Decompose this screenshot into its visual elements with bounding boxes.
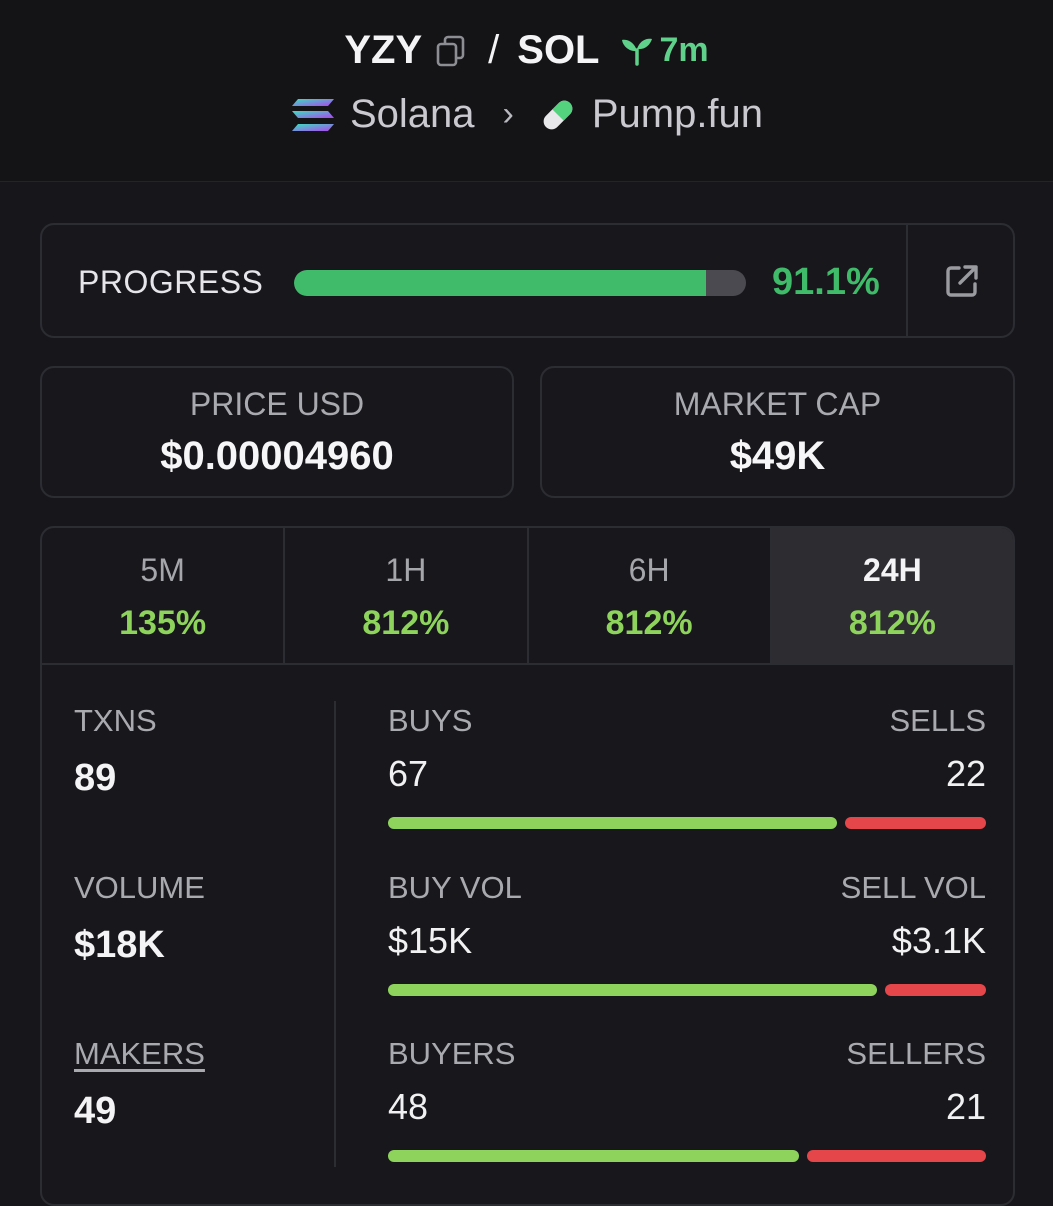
txns-metric: TXNS 89: [74, 703, 157, 800]
buy-bar: [388, 817, 837, 829]
progress-divider: [906, 225, 908, 336]
progress-bar: [294, 270, 746, 296]
buy-bar: [388, 1150, 799, 1162]
chevron-right-icon: ›: [502, 95, 514, 133]
copy-icon[interactable]: [436, 35, 466, 67]
pair-header: YZY / SOL 7m Solana › Pump.fun: [0, 0, 1053, 182]
volume-split: BUY VOL SELL VOL $15K $3.1K: [388, 870, 986, 996]
pair-age-text: 7m: [659, 31, 709, 69]
price-usd-label: PRICE USD: [189, 386, 365, 422]
buy-bar: [388, 984, 877, 996]
sell-bar: [845, 817, 986, 829]
price-usd-card: PRICE USD $0.00004960: [40, 366, 514, 498]
txns-ratio-bar: [388, 817, 986, 829]
column-divider: [334, 701, 336, 1167]
market-cap-label: MARKET CAP: [673, 386, 882, 422]
market-cap-card: MARKET CAP $49K: [540, 366, 1015, 498]
pair-slash: /: [488, 28, 500, 72]
tab-label: 1H: [385, 552, 427, 588]
tab-6h[interactable]: 6H 812%: [529, 528, 772, 663]
market-cap-value: $49K: [729, 434, 826, 478]
volume-value: $18K: [74, 924, 165, 966]
makers-link[interactable]: MAKERS: [74, 1036, 205, 1071]
dex-link[interactable]: Pump.fun: [591, 92, 764, 136]
txns-label: TXNS: [74, 703, 157, 738]
sell-bar: [885, 984, 986, 996]
price-usd-value: $0.00004960: [160, 434, 394, 478]
tab-change: 812%: [362, 604, 450, 642]
sell-vol-label: SELL VOL: [840, 870, 986, 905]
tab-24h[interactable]: 24H 812%: [771, 528, 1013, 663]
txns-value: 89: [74, 757, 117, 799]
tab-label: 5M: [140, 552, 185, 588]
buyers-value: 48: [388, 1086, 429, 1127]
pair-breadcrumb: Solana › Pump.fun: [0, 92, 1053, 137]
buy-vol-label: BUY VOL: [388, 870, 522, 905]
pair-age: 7m: [620, 31, 709, 70]
external-link-icon: [945, 264, 978, 297]
makers-value: 49: [74, 1090, 117, 1132]
volume-ratio-bar: [388, 984, 986, 996]
pill-icon: [538, 95, 578, 135]
buys-value: 67: [388, 753, 429, 794]
progress-percent: 91.1%: [772, 261, 880, 303]
sell-vol-value: $3.1K: [891, 920, 986, 961]
tab-change: 812%: [605, 604, 693, 642]
buy-vol-value: $15K: [388, 920, 473, 961]
sellers-label: SELLERS: [846, 1036, 986, 1071]
makers-ratio-bar: [388, 1150, 986, 1162]
base-token-symbol: YZY: [344, 28, 423, 72]
sells-value: 22: [945, 753, 986, 794]
progress-bar-fill: [294, 270, 706, 296]
tab-1h[interactable]: 1H 812%: [285, 528, 529, 663]
tab-change: 812%: [848, 604, 936, 642]
bonding-progress-card: PROGRESS 91.1%: [40, 223, 1015, 338]
buyers-label: BUYERS: [388, 1036, 516, 1071]
stats-card: 5M 135% 1H 812% 6H 812% 24H 812% TXNS 89…: [40, 526, 1015, 1206]
sellers-value: 21: [945, 1086, 986, 1127]
external-link-button[interactable]: [908, 225, 1015, 336]
sells-label: SELLS: [889, 703, 986, 738]
makers-split: BUYERS SELLERS 48 21: [388, 1036, 986, 1162]
makers-metric: MAKERS 49: [74, 1036, 205, 1133]
progress-label: PROGRESS: [78, 264, 264, 300]
tab-change: 135%: [119, 604, 207, 642]
buys-label: BUYS: [388, 703, 473, 738]
volume-label: VOLUME: [74, 870, 205, 905]
volume-metric: VOLUME $18K: [74, 870, 205, 967]
timeframe-tabs: 5M 135% 1H 812% 6H 812% 24H 812%: [42, 528, 1013, 665]
txns-split: BUYS SELLS 67 22: [388, 703, 986, 829]
chain-link[interactable]: Solana: [349, 92, 475, 136]
sprout-icon: [621, 38, 652, 66]
tab-label: 24H: [863, 552, 922, 588]
solana-logo-icon: [290, 97, 336, 133]
sell-bar: [807, 1150, 986, 1162]
quote-token-symbol: SOL: [517, 28, 600, 72]
pair-title: YZY / SOL 7m: [0, 28, 1053, 73]
tab-5m[interactable]: 5M 135%: [42, 528, 286, 663]
tab-label: 6H: [628, 552, 670, 588]
